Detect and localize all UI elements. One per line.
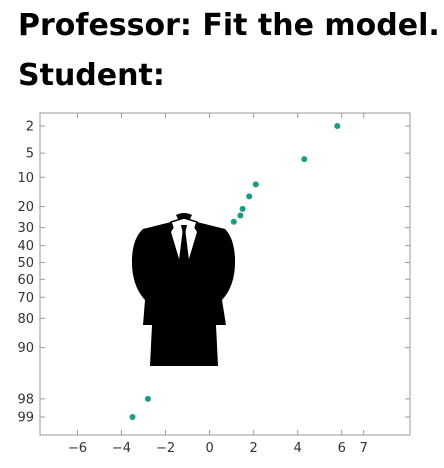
data-point	[231, 219, 237, 225]
x-tick-label: −2	[156, 441, 175, 456]
x-tick-label: 6	[338, 441, 346, 456]
data-point	[253, 181, 259, 187]
x-tick-label: 7	[360, 441, 368, 456]
data-point	[237, 213, 243, 219]
y-tick-label: 10	[17, 171, 34, 186]
data-point	[301, 156, 307, 162]
y-tick-label: 99	[17, 411, 34, 426]
y-tick-label: 98	[17, 392, 34, 407]
y-tick-label: 50	[17, 256, 34, 271]
x-tick-label: 2	[249, 441, 257, 456]
data-point	[334, 123, 340, 129]
y-tick-label: 2	[26, 120, 34, 135]
y-tick-label: 30	[17, 221, 34, 236]
y-tick-label: 70	[17, 291, 34, 306]
y-tick-label: 80	[17, 312, 34, 327]
y-tick-label: 40	[17, 239, 34, 254]
x-tick-label: 4	[294, 441, 302, 456]
data-point	[246, 193, 252, 199]
y-tick-label: 5	[26, 147, 34, 162]
y-tick-label: 20	[17, 200, 34, 215]
data-point	[240, 206, 246, 212]
x-tick-label: 0	[205, 441, 213, 456]
data-point	[145, 396, 151, 402]
x-tick-label: −4	[112, 441, 131, 456]
y-tick-label: 60	[17, 273, 34, 288]
data-point	[130, 414, 136, 420]
y-tick-label: 90	[17, 341, 34, 356]
x-tick-label: −6	[68, 441, 87, 456]
